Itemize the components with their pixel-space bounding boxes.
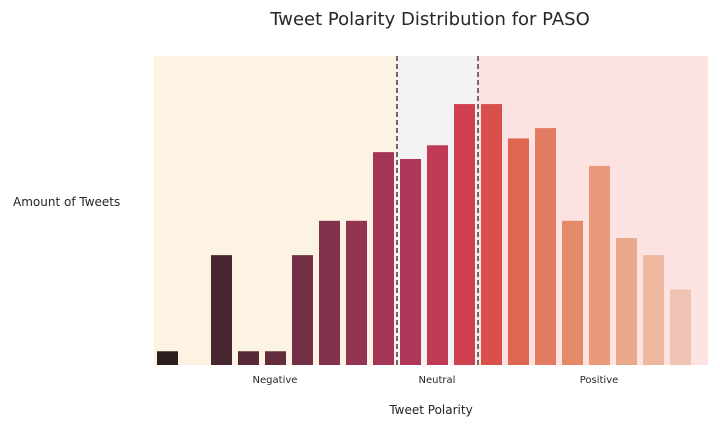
- y-axis-label: Amount of Tweets: [13, 195, 121, 209]
- bar-16: [589, 165, 610, 365]
- bar-2: [211, 255, 232, 365]
- bar-18: [643, 255, 664, 365]
- bar-15: [562, 220, 583, 365]
- bar-8: [373, 152, 394, 365]
- bar-5: [292, 255, 313, 365]
- x-tick-label-negative: Negative: [253, 375, 298, 386]
- x-tick-label-positive: Positive: [580, 375, 619, 386]
- x-axis-label: Tweet Polarity: [389, 403, 473, 417]
- bar-14: [535, 128, 556, 365]
- bar-11: [454, 104, 475, 366]
- bar-0: [157, 351, 178, 365]
- bar-17: [616, 237, 637, 365]
- bar-6: [319, 220, 340, 365]
- bar-13: [508, 138, 529, 365]
- bar-4: [265, 351, 286, 365]
- chart-title: Tweet Polarity Distribution for PASO: [270, 9, 590, 30]
- bar-10: [427, 145, 448, 365]
- bar-9: [400, 159, 421, 365]
- bar-7: [346, 220, 367, 365]
- x-tick-label-neutral: Neutral: [419, 375, 456, 386]
- bar-19: [670, 289, 691, 365]
- bar-3: [238, 351, 259, 365]
- bar-12: [481, 104, 502, 366]
